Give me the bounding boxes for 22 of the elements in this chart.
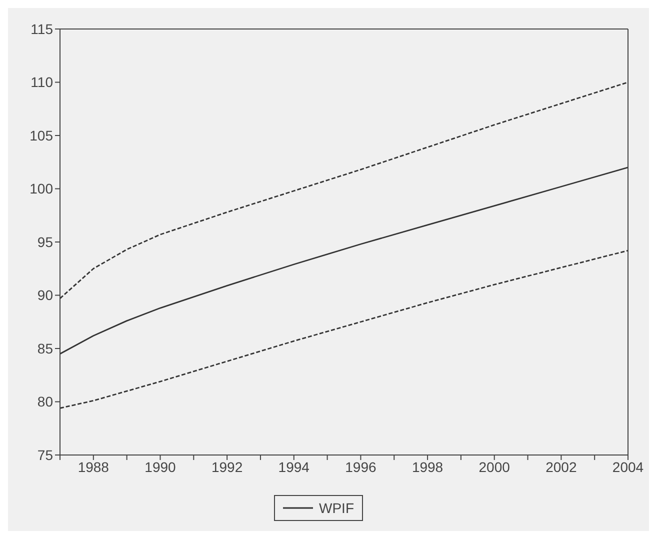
x-tick-label: 2004 xyxy=(612,458,644,475)
line-series xyxy=(60,250,628,409)
y-tick-label: 100 xyxy=(30,180,54,197)
line-series xyxy=(60,166,628,355)
x-tick-label: 2002 xyxy=(546,458,577,475)
x-tick-label: 1998 xyxy=(412,458,444,475)
y-tick-label: 80 xyxy=(37,394,54,410)
x-tick-label: 1988 xyxy=(78,458,110,475)
x-tick-label: 1996 xyxy=(345,458,376,475)
y-tick-label: 75 xyxy=(37,446,54,463)
x-tick-label: 2000 xyxy=(478,458,510,475)
x-tick-label: 1990 xyxy=(144,458,176,475)
legend-label: WPIF xyxy=(319,500,354,516)
x-tick-label: 1994 xyxy=(278,458,310,475)
y-tick-label: 115 xyxy=(30,20,54,37)
y-tick-label: 110 xyxy=(30,74,54,90)
x-tick-label: 1992 xyxy=(211,458,243,475)
y-tick-label: 105 xyxy=(30,127,54,144)
y-tick-label: 95 xyxy=(37,234,54,250)
y-tick-label: 85 xyxy=(37,340,54,356)
line-series xyxy=(60,82,628,300)
y-tick-label: 90 xyxy=(37,287,54,304)
